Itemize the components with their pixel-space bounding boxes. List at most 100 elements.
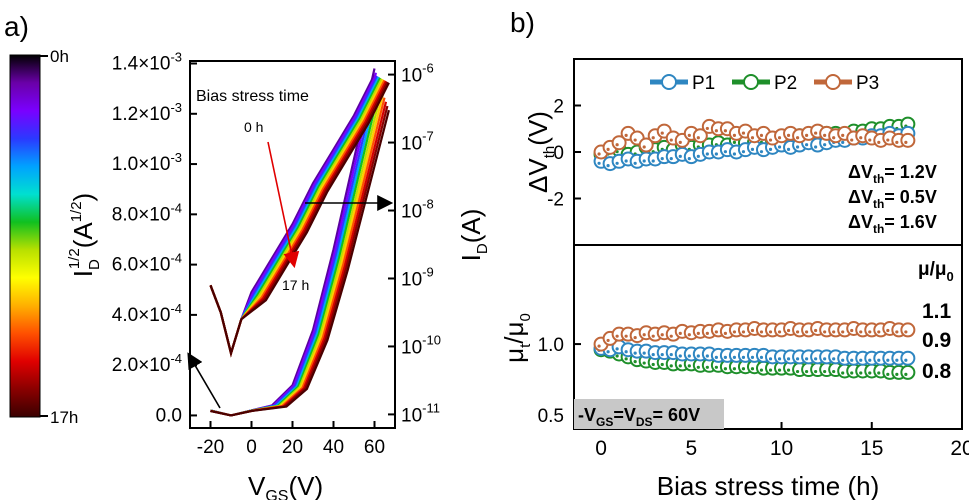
mu-axis-label: μt/μ0 [499, 313, 534, 363]
dvth-annotation-p3: ΔVth= 0.5V [848, 187, 937, 211]
mu-ratio-p2: 0.8 [922, 360, 952, 383]
mu-point-p2-dot [814, 369, 818, 374]
mu-point-p3 [900, 322, 916, 338]
mu-point-p3-dot [741, 330, 746, 334]
svg-text:μt/μ0: μt/μ0 [499, 313, 534, 363]
mu-point-p1-dot [669, 352, 673, 357]
legend-label-p1: P1 [692, 73, 715, 94]
panel-a-left-ticks: 0.0 2.0×10-4 4.0×10-4 6.0×10-4 8.0×10-4 1.0×1… [112, 50, 197, 426]
dvth-point-p1-dot [759, 150, 764, 154]
mu-point-p2-dot [886, 372, 890, 376]
bias-stress-annotation: Bias stress time [196, 88, 309, 105]
mu-point-p1-dot [732, 355, 737, 359]
mu-point-p3-dot [696, 331, 700, 335]
dvth-point-p3-dot [832, 136, 836, 140]
dvth-point-p1-dot [606, 164, 610, 168]
dvth-point-p1-dot [597, 161, 601, 165]
dvth-point-p1-dot [678, 154, 682, 158]
dvth-point-p3-dot [723, 129, 727, 133]
dvth-point-p3-dot [859, 136, 863, 140]
mu-point-p1-dot [786, 357, 791, 361]
left-ytick-label: 8.0×10-4 [112, 200, 182, 225]
b-x-tick-label: 10 [770, 437, 793, 460]
panel-a-x-axis-label: VGS(V) [248, 471, 323, 500]
mu-point-p3-dot [759, 330, 764, 334]
mu-point-p1-dot [823, 357, 827, 361]
mu-point-p3-dot [669, 334, 673, 338]
panel-b-bottom-yticks: 0.5 1.0 [538, 335, 581, 427]
left-ytick-label: 0.0 [156, 405, 182, 426]
dvth-point-p1-dot [823, 143, 827, 147]
mu-ratio-header: μ/μ0 [918, 259, 954, 284]
legend-marker-p3 [825, 74, 841, 90]
mu-point-p2-dot [786, 368, 791, 372]
mu-point-p3-dot [877, 330, 881, 334]
condition-box [574, 399, 724, 429]
colorbar-bottom-label: 17h [50, 408, 78, 427]
dvth-point-p1-dot [805, 143, 809, 147]
mu-point-p2-dot [696, 365, 700, 369]
mu-ytick-label: 0.5 [538, 406, 564, 427]
mu-point-p1-dot [651, 352, 655, 357]
mu-point-p1-dot [805, 357, 809, 361]
mu-point-p2-dot [642, 361, 646, 365]
mu-point-p3-dot [895, 330, 899, 334]
dvth-point-p3 [611, 135, 627, 151]
dvth-point-p1-dot [624, 159, 628, 163]
mu-point-p1-dot [750, 355, 755, 359]
mu-point-p3-dot [678, 331, 682, 335]
right-ytick-label: 10-8 [401, 197, 434, 223]
mu-point-p2-dot [714, 365, 718, 369]
mu-point-p3-dot [714, 330, 718, 334]
dvth-point-p1-dot [687, 157, 691, 161]
mu-point-p3-dot [823, 330, 827, 334]
mu-point-p3-dot [651, 334, 655, 338]
panel-b-x-axis-label: Bias stress time (h) [657, 471, 880, 500]
mu-point-p2-dot [687, 364, 691, 368]
colorbar-top-label: 0h [50, 47, 69, 66]
dvth-point-p3-dot [886, 138, 890, 142]
mu-point-p1-dot [678, 354, 682, 358]
mu-point-p3-dot [777, 330, 782, 334]
left-ytick-label: 2.0×10-4 [112, 351, 182, 376]
mu-point-p2-dot [615, 354, 619, 358]
mu-point-p1-dot [723, 355, 727, 359]
mu-point-p1-dot [768, 357, 773, 361]
dvth-point-p3-dot [687, 133, 691, 137]
dvth-point-p1-dot [795, 145, 800, 149]
dvth-point-p3 [638, 137, 654, 153]
dvth-point-p3-dot [642, 145, 646, 149]
mu-point-p3-dot [750, 328, 755, 333]
colorbar [9, 54, 41, 418]
mu-point-p1-dot [714, 355, 718, 359]
panel-b-legend: P1 P2 P3 [650, 73, 879, 94]
mu-point-p3-dot [805, 330, 809, 334]
mu-point-p3-dot [705, 331, 709, 335]
mu-point-p2-dot [660, 362, 664, 367]
mu-point-p2-dot [795, 369, 800, 374]
mu-point-p1-dot [886, 358, 890, 362]
mu-ratio-p3: 1.1 [922, 300, 952, 323]
mu-point-p3-dot [868, 330, 872, 334]
dvth-ytick-label: 0 [553, 143, 564, 164]
x-tick-label: -20 [197, 437, 224, 458]
panel-b-points [593, 116, 916, 380]
panel-a-x-ticks: -20 0 20 40 60 [197, 421, 385, 458]
x-tick-label: 0 [246, 437, 257, 458]
dvth-point-p3-dot [741, 131, 746, 135]
dvth-ytick-label: 2 [553, 97, 564, 118]
legend-label-p3: P3 [856, 73, 879, 94]
mu-point-p1-dot [859, 358, 863, 362]
dvth-point-p3-dot [823, 133, 827, 137]
dvth-point-p1-dot [669, 157, 673, 161]
mu-point-p2-dot [705, 365, 709, 369]
mu-point-p1-dot [687, 354, 691, 358]
dvth-point-p1-dot [714, 152, 718, 156]
dvth-point-p3-dot [904, 140, 908, 144]
mu-point-p2-dot [741, 367, 746, 371]
left-ytick-label: 1.2×10-3 [112, 100, 182, 125]
dvth-point-p3-dot [786, 133, 791, 137]
b-x-tick-label: 0 [595, 437, 607, 460]
mu-point-p1-dot [759, 355, 764, 359]
